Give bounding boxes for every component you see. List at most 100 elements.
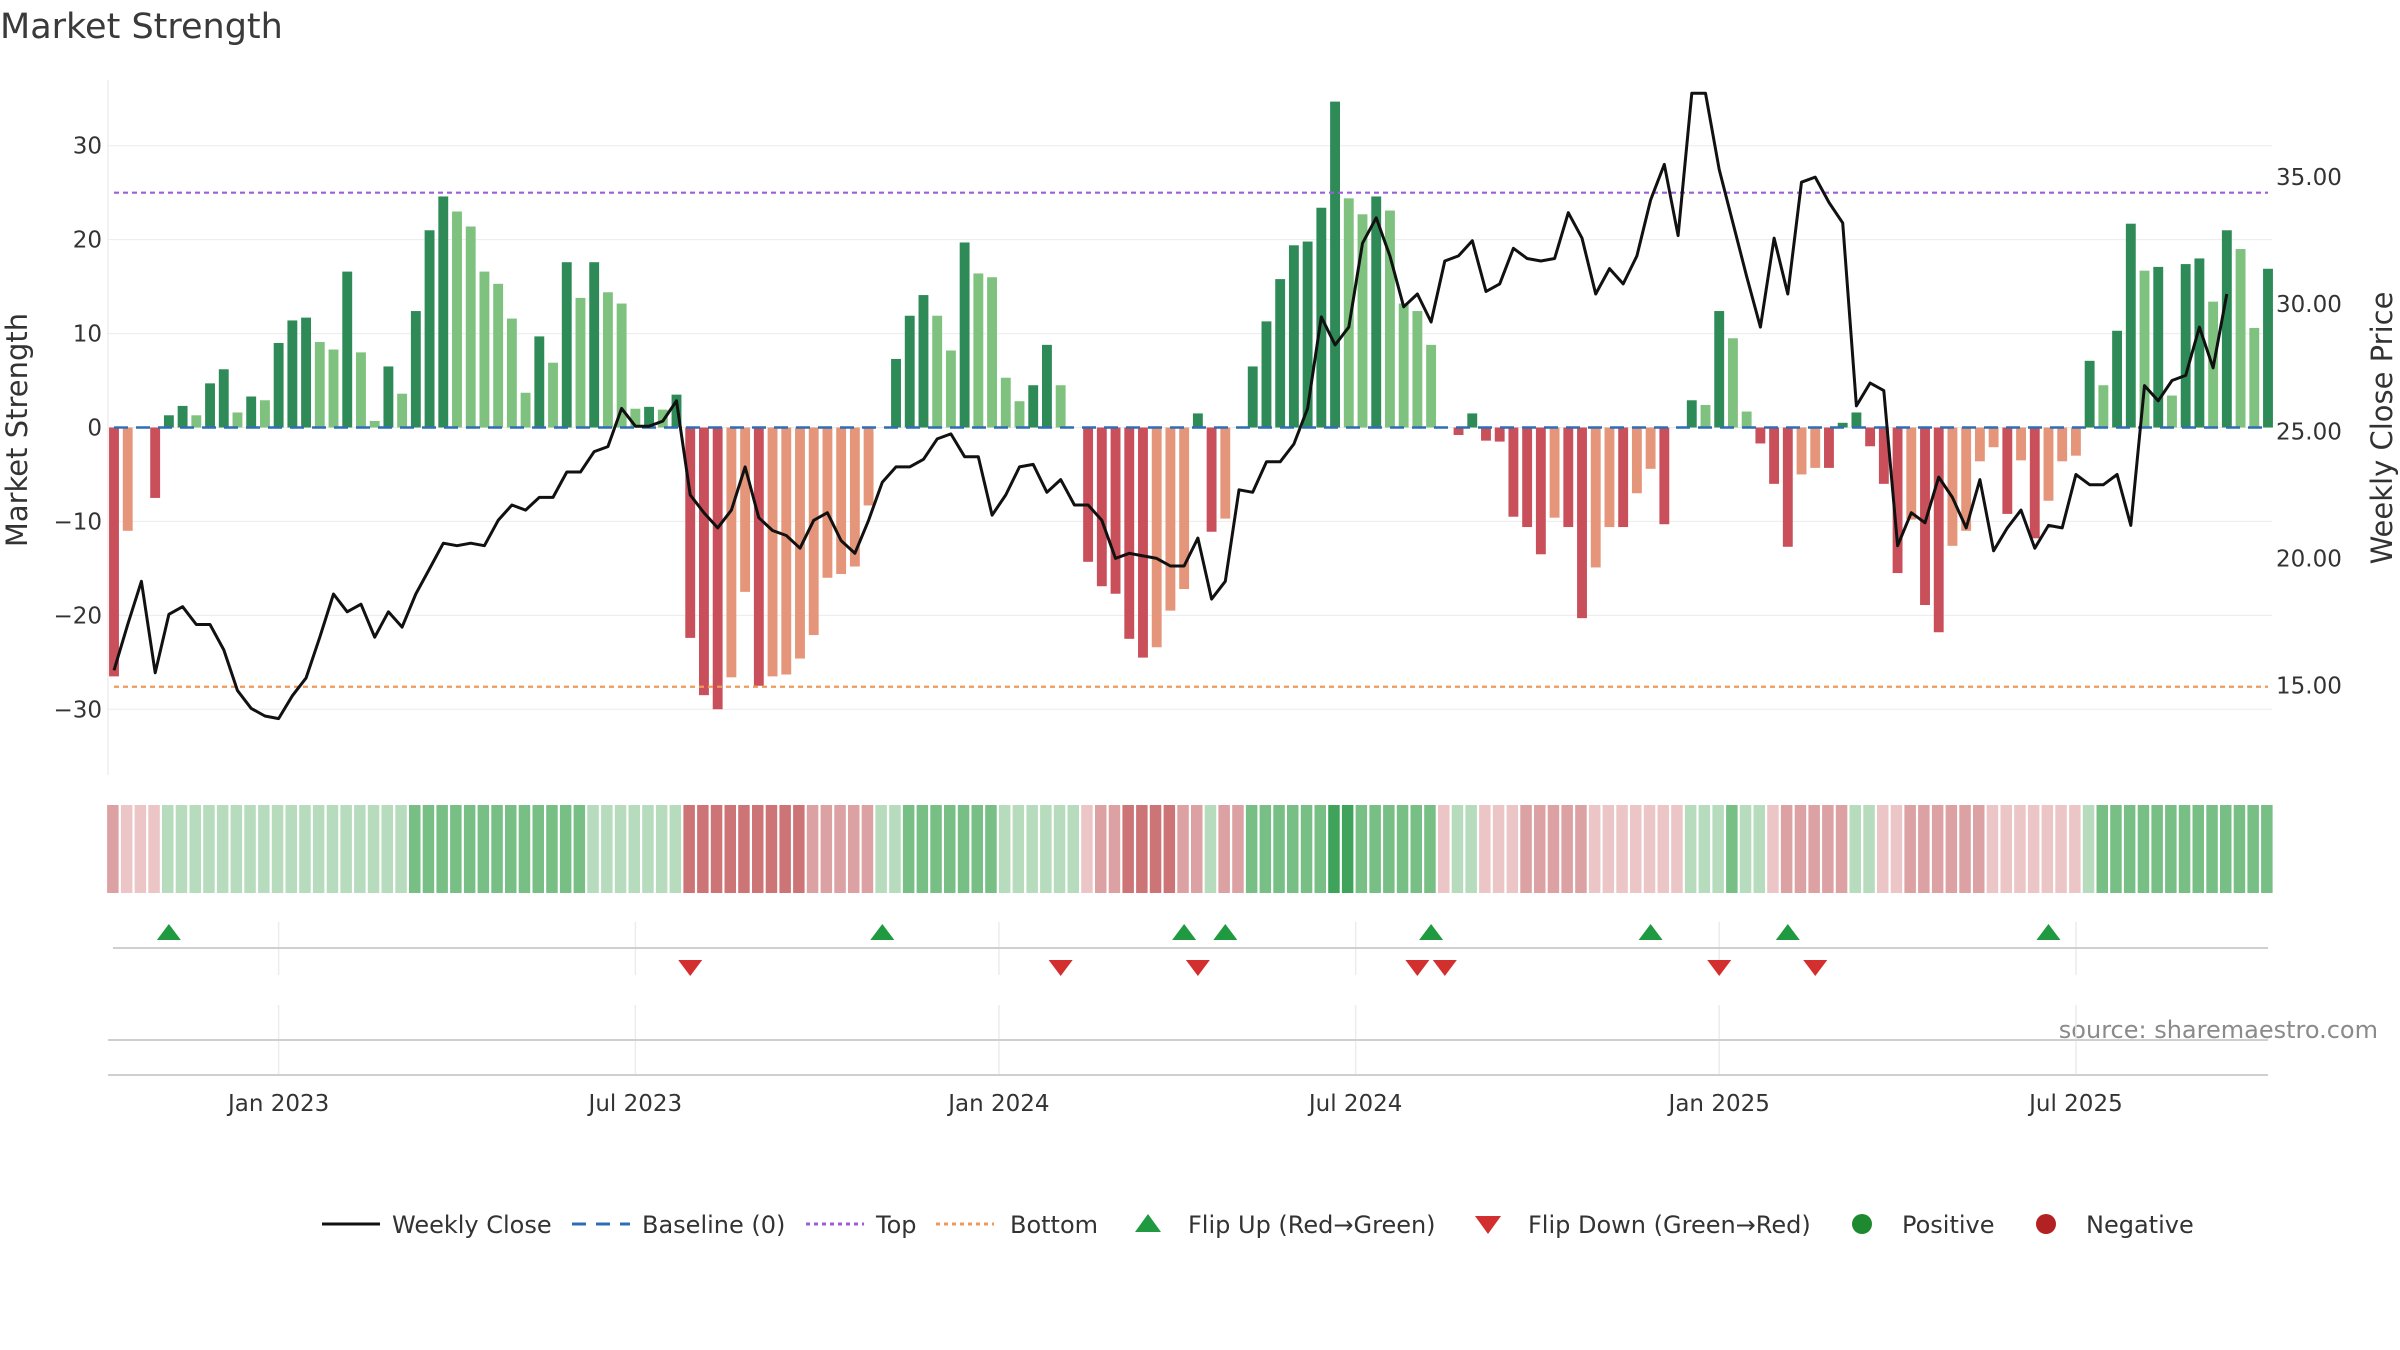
- strip-cell: [1547, 805, 1560, 893]
- strip-cell: [422, 805, 435, 893]
- strip-cell: [1026, 805, 1038, 893]
- strength-bar: [1247, 366, 1258, 428]
- legend-item-dotted-bottom[interactable]: Bottom: [936, 1211, 1098, 1239]
- strip-cell: [1177, 805, 1189, 893]
- left-tick-label: 0: [87, 416, 102, 442]
- strength-bar: [644, 406, 655, 428]
- strength-bar: [328, 349, 339, 428]
- strength-bar: [1357, 214, 1368, 428]
- strip-cell: [518, 805, 531, 893]
- strip-cell: [1053, 805, 1066, 893]
- flip-down-marker: [1707, 960, 1732, 976]
- strip-cell: [902, 805, 915, 893]
- legend-item-dotted-top[interactable]: Top: [806, 1211, 917, 1239]
- strength-bar: [259, 400, 270, 428]
- strip-cell: [1684, 805, 1697, 893]
- strength-bar: [1220, 427, 1231, 519]
- strength-bar: [1700, 404, 1711, 428]
- strength-bar: [205, 383, 215, 428]
- strength-bar: [863, 427, 874, 506]
- legend-item-triangle-down[interactable]: Flip Down (Green→Red): [1475, 1211, 1811, 1239]
- legend-label: Positive: [1902, 1211, 1995, 1239]
- legend-item-dot-pos[interactable]: Positive: [1852, 1211, 1995, 1239]
- strength-bar: [1810, 427, 1821, 468]
- strength-bar: [1988, 427, 1999, 448]
- strip-cell: [2096, 805, 2108, 893]
- strip-cell: [875, 805, 887, 893]
- strip-cell: [806, 805, 819, 893]
- strength-bar: [2180, 264, 2191, 428]
- flip-down-marker: [678, 960, 703, 976]
- strength-bar: [2112, 330, 2123, 428]
- strip-cell: [752, 805, 764, 893]
- strip-cell: [134, 805, 147, 893]
- strip-cell: [2082, 805, 2095, 893]
- flip-down-marker: [1048, 960, 1073, 976]
- strip-cell: [848, 805, 860, 893]
- strip-cell: [1232, 805, 1244, 893]
- strip-cell: [2041, 805, 2054, 893]
- strength-bar: [1124, 427, 1135, 639]
- strip-cell: [2055, 805, 2067, 893]
- strength-bar: [1961, 427, 1972, 531]
- strength-bar: [1206, 427, 1217, 532]
- strip-cell: [1753, 805, 1765, 893]
- legend-item-dot-neg[interactable]: Negative: [2036, 1211, 2194, 1239]
- strip-cell: [258, 805, 270, 893]
- legend-item-triangle-up[interactable]: Flip Up (Red→Green): [1135, 1211, 1436, 1239]
- strip-cell: [216, 805, 229, 893]
- strength-bar: [2098, 385, 2109, 428]
- strip-cell: [930, 805, 942, 893]
- legend-item-line[interactable]: Weekly Close: [322, 1211, 552, 1239]
- weekly-close-line: [112, 91, 2229, 721]
- right-tick-label: 35.00: [2276, 165, 2342, 191]
- strip-cell: [1410, 805, 1422, 893]
- strip-cell: [2261, 805, 2273, 893]
- strip-cell: [381, 805, 393, 893]
- strength-bar: [973, 273, 984, 428]
- strength-bar: [2002, 427, 2013, 514]
- strength-bar: [1933, 427, 1944, 633]
- strength-bar: [1535, 427, 1546, 555]
- strip-cell: [628, 805, 640, 893]
- strength-bar: [685, 427, 696, 638]
- x-tick-label: Jul 2025: [2027, 1091, 2123, 1117]
- strip-cell: [793, 805, 805, 893]
- strength-bar: [301, 317, 312, 428]
- strip-cell: [340, 805, 352, 893]
- strength-bar: [232, 412, 243, 428]
- strip-cell: [532, 805, 544, 893]
- strip-cell: [1698, 805, 1711, 893]
- strength-bar: [1014, 401, 1025, 428]
- strength-bar: [1631, 427, 1642, 494]
- strength-bar: [493, 283, 504, 428]
- strip-cell: [861, 805, 874, 893]
- y-axis-label-right: Weekly Close Price: [2365, 292, 2399, 565]
- strength-bar: [548, 362, 558, 428]
- strip-cell: [1973, 805, 1985, 893]
- strip-cell: [120, 805, 133, 893]
- strength-bar: [945, 350, 956, 428]
- strength-bar: [2139, 270, 2150, 428]
- flip-markers-panel: [108, 922, 2268, 1075]
- strip-cell: [244, 805, 256, 893]
- strip-cell: [1451, 805, 1464, 893]
- legend-label: Negative: [2086, 1211, 2194, 1239]
- strip-cell: [1643, 805, 1656, 893]
- strength-bar: [2016, 427, 2026, 461]
- strength-bar: [2194, 258, 2205, 428]
- strength-bar: [1549, 427, 1560, 518]
- strip-cell: [230, 805, 243, 893]
- flip-up-marker: [870, 924, 895, 940]
- strength-bar: [959, 242, 970, 428]
- strip-cell: [1438, 805, 1450, 893]
- strip-cell: [2192, 805, 2204, 893]
- strength-bar: [1892, 427, 1903, 574]
- legend[interactable]: Weekly Close Baseline (0) Top Bottom Flip Up…: [322, 1211, 2194, 1239]
- strip-cell: [1218, 805, 1230, 893]
- strip-cell: [1959, 805, 1971, 893]
- left-tick-label: 10: [73, 322, 102, 348]
- flip-up-marker: [1638, 924, 1663, 940]
- strength-bar: [2125, 223, 2136, 428]
- legend-item-dash[interactable]: Baseline (0): [572, 1211, 785, 1239]
